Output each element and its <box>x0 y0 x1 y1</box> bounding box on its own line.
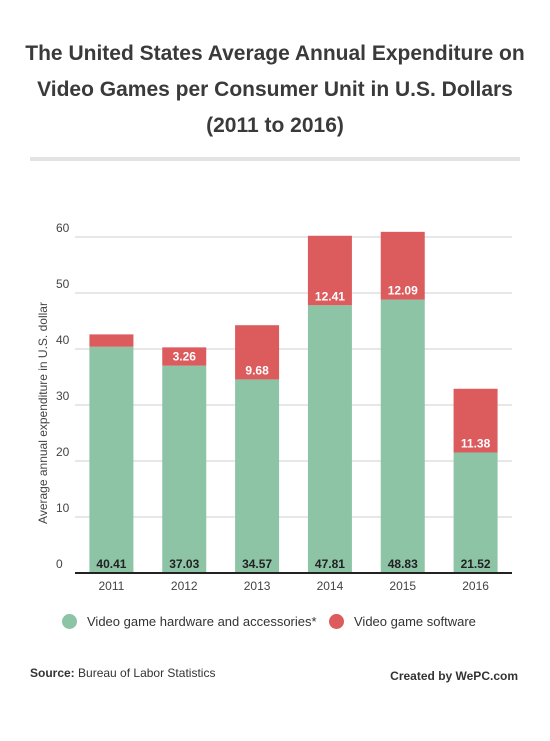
x-tick-label: 2014 <box>317 579 344 593</box>
legend-item-hardware: Video game hardware and accessories* <box>62 614 317 629</box>
y-tick-label: 50 <box>56 277 70 291</box>
x-tick-label: 2015 <box>389 579 416 593</box>
source-note: Source: Bureau of Labor Statistics <box>30 666 215 680</box>
y-tick-label: 10 <box>56 501 70 515</box>
data-label-software: 12.09 <box>388 284 418 298</box>
x-tick-label: 2016 <box>462 579 489 593</box>
x-tick-label: 2012 <box>171 579 198 593</box>
title-divider <box>30 157 520 161</box>
data-label-hardware: 47.81 <box>315 557 345 571</box>
data-label-software: 12.41 <box>315 289 345 303</box>
bar-hardware <box>235 379 280 573</box>
x-tick-label: 2011 <box>99 579 125 593</box>
chart-legend: Video game hardware and accessories* Vid… <box>0 614 550 638</box>
data-label-software: 3.26 <box>173 350 197 364</box>
bar-software <box>453 388 498 453</box>
data-label-software: 11.38 <box>461 436 491 450</box>
bar-software <box>162 347 207 366</box>
legend-item-software: Video game software <box>329 614 476 629</box>
chart-title-line-3: (2011 to 2016) <box>206 114 344 137</box>
data-label-hardware: 34.57 <box>242 557 272 571</box>
x-tick-label: 2013 <box>244 579 271 593</box>
y-tick-label: 60 <box>56 221 70 235</box>
data-label-hardware: 37.03 <box>169 557 199 571</box>
bar-software <box>89 334 134 347</box>
data-label-hardware: 48.83 <box>388 557 418 571</box>
legend-label-hardware: Video game hardware and accessories* <box>87 614 317 629</box>
chart-title-line-1: The United States Average Annual Expendi… <box>25 42 525 65</box>
legend-label-software: Video game software <box>354 614 476 629</box>
bar-hardware <box>453 452 498 573</box>
bar-software <box>235 325 280 380</box>
data-label-hardware: 40.41 <box>96 557 126 571</box>
legend-swatch-hardware <box>62 614 77 629</box>
bar-hardware <box>380 299 425 573</box>
legend-swatch-software <box>329 614 344 629</box>
y-tick-label: 20 <box>56 445 70 459</box>
source-value: Bureau of Labor Statistics <box>78 666 216 680</box>
credit-note: Created by WePC.com <box>390 669 518 683</box>
chart-title: The United States Average Annual Expendi… <box>0 36 550 144</box>
y-tick-label: 30 <box>56 389 70 403</box>
stacked-bar-chart: 0 10 20 30 40 50 60 Average annual expenditure … <box>36 221 512 593</box>
data-label-software: 9.68 <box>245 363 269 377</box>
bar-hardware <box>162 365 207 573</box>
y-tick-label: 0 <box>56 557 63 571</box>
data-label-hardware: 21.52 <box>461 557 491 571</box>
bar-software <box>380 231 425 300</box>
bar-software <box>307 235 352 306</box>
chart-title-line-2: Video Games per Consumer Unit in U.S. Do… <box>37 78 513 101</box>
source-label: Source: <box>30 666 75 680</box>
bar-hardware <box>307 305 352 573</box>
bar-hardware <box>89 346 134 573</box>
y-tick-label: 40 <box>56 333 70 347</box>
y-axis-label: Average annual expenditure in U.S. dolla… <box>36 302 50 524</box>
